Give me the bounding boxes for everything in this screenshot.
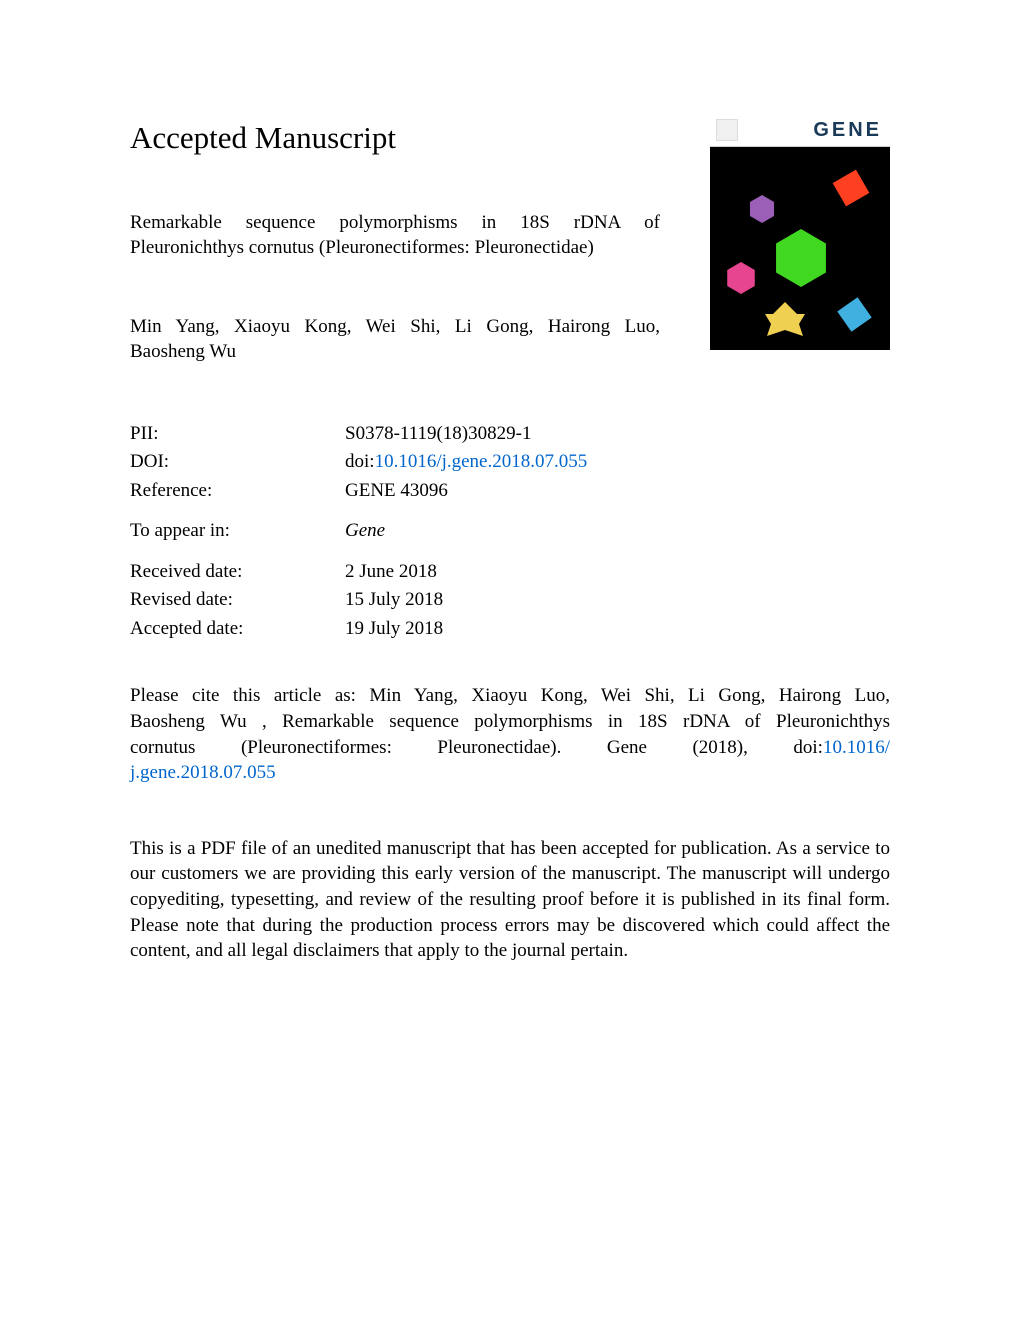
authors-block: Min Yang, Xiaoyu Kong, Wei Shi, Li Gong,… (130, 315, 660, 364)
citation-block: Please cite this article as: Min Yang, X… (130, 683, 890, 786)
metadata-row-reference: Reference: GENE 43096 (130, 477, 890, 506)
doi-value: doi:10.1016/j.gene.2018.07.055 (345, 448, 890, 477)
citation-line1: Please cite this article as: Min Yang, X… (130, 683, 890, 709)
metadata-table: PII: S0378-1119(18)30829-1 DOI: doi:10.1… (130, 420, 890, 644)
publisher-icon (716, 119, 738, 141)
disclaimer-text: This is a PDF file of an unedited manusc… (130, 836, 890, 964)
cover-shape-pink (725, 262, 757, 294)
citation-line4: j.gene.2018.07.055 (130, 760, 890, 786)
authors-line2: Baosheng Wu (130, 340, 660, 365)
journal-cover-art (710, 147, 890, 350)
metadata-row-doi: DOI: doi:10.1016/j.gene.2018.07.055 (130, 448, 890, 477)
metadata-row-received: Received date: 2 June 2018 (130, 558, 890, 587)
citation-doi-link-part2[interactable]: j.gene.2018.07.055 (130, 762, 276, 783)
accepted-label: Accepted date: (130, 615, 345, 644)
cover-shape-green (772, 229, 830, 287)
reference-label: Reference: (130, 477, 345, 506)
revised-label: Revised date: (130, 586, 345, 615)
cover-shape-teal (834, 294, 875, 335)
appear-label: To appear in: (130, 517, 345, 546)
pii-value: S0378-1119(18)30829-1 (345, 420, 890, 449)
metadata-row-appear: To appear in: Gene (130, 517, 890, 546)
metadata-row-pii: PII: S0378-1119(18)30829-1 (130, 420, 890, 449)
citation-line2: Baosheng Wu , Remarkable sequence polymo… (130, 709, 890, 735)
reference-value: GENE 43096 (345, 477, 890, 506)
revised-value: 15 July 2018 (345, 586, 890, 615)
received-value: 2 June 2018 (345, 558, 890, 587)
appear-value: Gene (345, 517, 890, 546)
doi-prefix: doi: (345, 451, 375, 472)
cover-shape-yellow (765, 302, 805, 342)
article-title: Remarkable sequence polymorphisms in 18S… (130, 211, 660, 260)
article-title-line1: Remarkable sequence polymorphisms in 18S… (130, 211, 660, 236)
received-label: Received date: (130, 558, 345, 587)
journal-cover-thumbnail: GENE (710, 115, 890, 350)
citation-line3: cornutus (Pleuronectiformes: Pleuronecti… (130, 735, 890, 761)
metadata-row-accepted: Accepted date: 19 July 2018 (130, 615, 890, 644)
doi-label: DOI: (130, 448, 345, 477)
metadata-row-revised: Revised date: 15 July 2018 (130, 586, 890, 615)
accepted-value: 19 July 2018 (345, 615, 890, 644)
pii-label: PII: (130, 420, 345, 449)
accepted-manuscript-heading: Accepted Manuscript (130, 120, 396, 156)
authors-line1: Min Yang, Xiaoyu Kong, Wei Shi, Li Gong,… (130, 315, 660, 340)
article-title-line2: Pleuronichthys cornutus (Pleuronectiform… (130, 236, 660, 261)
cover-shape-purple (748, 195, 776, 223)
cover-shape-red (828, 165, 875, 212)
journal-cover-title: GENE (813, 119, 882, 142)
citation-line3-text: cornutus (Pleuronectiformes: Pleuronecti… (130, 737, 823, 758)
citation-doi-link-part1[interactable]: 10.1016/ (823, 737, 890, 758)
doi-link[interactable]: 10.1016/j.gene.2018.07.055 (375, 451, 588, 472)
